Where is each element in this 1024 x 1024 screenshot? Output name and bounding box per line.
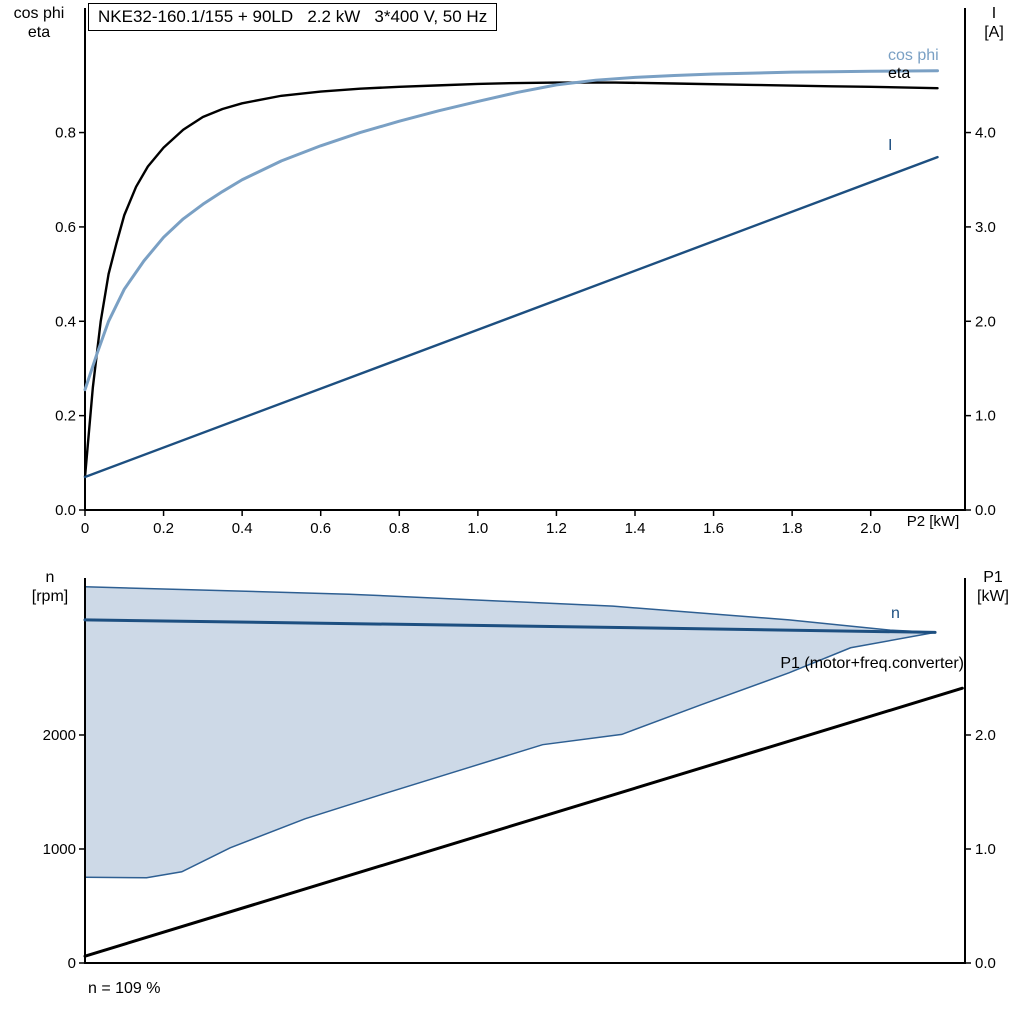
y-left-tick-label: 0.6 <box>55 219 76 236</box>
speed-control-range-fill <box>85 586 936 878</box>
curve-label-cos-phi: cos phi <box>888 47 939 64</box>
speed-control-range-lower-bound <box>84 631 936 879</box>
chart-1: 0 0.2 0.4 0.6 0.8 1.0 1.2 1.4 1.6 1.8 2.0 0.0 0.2 0.4… <box>55 8 996 537</box>
y-left-tick-label: 0.2 <box>55 408 76 425</box>
chart-title-box: NKE32-160.1/155 + 90LD 2.2 kW 3*400 V, 5… <box>88 3 498 31</box>
y-right-tick-label: 2.0 <box>975 727 996 744</box>
series-eta <box>83 81 939 479</box>
series-speed <box>83 618 937 634</box>
x-tick-label: 1.6 <box>703 520 724 537</box>
speed-note: n = 109 % <box>88 980 161 997</box>
series-p1 <box>83 686 964 958</box>
axis-title-p1: P1 <box>983 569 1003 586</box>
chart-2: 0 1000 2000 0.0 1.0 2.0 <box>43 578 996 972</box>
y-right-tick-label: 2.0 <box>975 313 996 330</box>
bottom-left-axis-title: n [rpm] <box>18 568 82 606</box>
axis-title-cos-phi: cos phi <box>13 5 65 22</box>
curve-label-speed: n <box>891 605 900 622</box>
y-right-tick-label: 4.0 <box>975 125 996 142</box>
axis-title-eta: eta <box>27 24 51 41</box>
x-tick-label: 1.2 <box>546 520 567 537</box>
series-current <box>83 155 939 479</box>
series-cos-phi <box>83 69 939 392</box>
x-tick-label: 0.2 <box>153 520 174 537</box>
x-tick-label: 0.8 <box>389 520 410 537</box>
x-tick-label: 1.4 <box>625 520 646 537</box>
bottom-right-axis-title: P1 [kW] <box>966 568 1020 606</box>
x-tick-label: 0 <box>81 520 89 537</box>
x-tick-label: 0.6 <box>310 520 331 537</box>
axis-title-current-unit: [A] <box>984 24 1004 41</box>
axis-title-speed: n <box>45 569 55 586</box>
x-tick-label: 1.0 <box>467 520 488 537</box>
y-left-tick-label: 2000 <box>43 727 76 744</box>
x-tick-label: 2.0 <box>860 520 881 537</box>
y-right-tick-label: 1.0 <box>975 408 996 425</box>
y-right-tick-label: 0.0 <box>975 502 996 519</box>
x-axis-unit-label: P2 [kW] <box>906 513 960 530</box>
x-tick-label: 1.8 <box>782 520 803 537</box>
axis-title-current: I <box>991 5 997 22</box>
y-left-tick-label: 0.0 <box>55 502 76 519</box>
curve-label-current: I <box>888 137 893 154</box>
top-right-axis-title: I [A] <box>971 4 1017 42</box>
top-left-axis-title: cos phi eta <box>6 4 72 42</box>
y-left-tick-label: 0.8 <box>55 125 76 142</box>
y-left-tick-label: 1000 <box>43 841 76 858</box>
axis-title-speed-unit: [rpm] <box>31 588 69 605</box>
y-left-tick-label: 0 <box>68 955 76 972</box>
y-right-tick-label: 0.0 <box>975 955 996 972</box>
curve-label-p1: P1 (motor+freq.converter) <box>780 655 964 672</box>
y-right-tick-label: 3.0 <box>975 219 996 236</box>
curve-label-eta: eta <box>888 65 911 82</box>
y-right-tick-label: 1.0 <box>975 841 996 858</box>
y-left-tick-label: 0.4 <box>55 313 76 330</box>
axis-title-p1-unit: [kW] <box>977 588 1009 605</box>
x-tick-label: 0.4 <box>232 520 253 537</box>
